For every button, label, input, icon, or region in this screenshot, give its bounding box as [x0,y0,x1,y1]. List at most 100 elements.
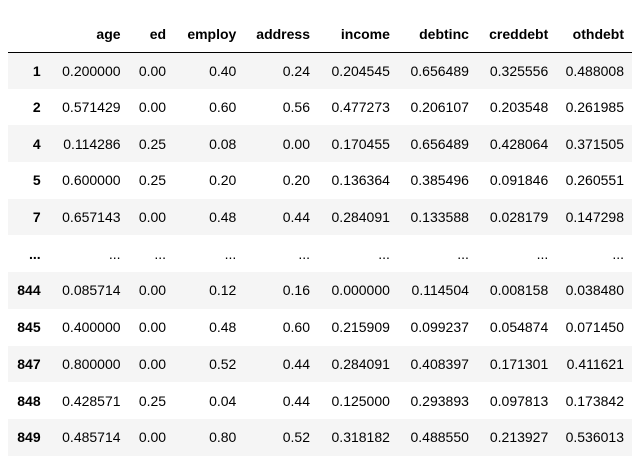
cell-debtinc: 0.408397 [410,355,469,372]
cell-othdebt: 0.147298 [565,209,624,226]
table-header: age ed employ address income debtinc creddebt o… [8,16,632,53]
cell-age: 0.800000 [62,355,121,372]
row-index: 845 [17,319,41,336]
cell-creddebt: 0.428064 [489,135,549,152]
cell-othdebt: 0.411621 [566,355,624,372]
cell-age: 0.085714 [62,282,121,299]
row-index: 847 [17,355,41,372]
table-row: 844 0.085714 0.00 0.12 0.16 0.000000 0.114504 0… [8,272,632,309]
cell-employ: 0.48 [209,209,237,226]
column-header-debtinc: debtinc [397,16,477,53]
cell-debtinc: 0.656489 [410,135,469,152]
cell-othdebt: ... [612,245,624,262]
cell-debtinc: 0.206107 [410,99,469,116]
cell-employ: 0.12 [209,282,237,299]
cell-income: 0.170455 [331,135,390,152]
cell-income: 0.125000 [331,392,390,409]
cell-othdebt: 0.488008 [565,62,624,79]
table-row: 2 0.571429 0.00 0.60 0.56 0.477273 0.206107 0.2… [8,88,632,126]
cell-ed: 0.25 [138,135,167,152]
cell-othdebt: 0.536013 [565,429,624,446]
header-row: age ed employ address income debtinc creddebt o… [8,16,632,53]
column-header-ed: ed [128,16,175,53]
table-row: 845 0.400000 0.00 0.48 0.60 0.215909 0.099237 0… [8,308,632,346]
cell-ed: 0.00 [138,99,167,116]
cell-debtinc: 0.293893 [410,392,469,409]
column-header-creddebt: creddebt [476,16,557,53]
column-header-income: income [317,16,398,53]
cell-ed: 0.00 [138,282,167,299]
cell-debtinc: 0.488550 [410,429,469,446]
cell-creddebt: 0.171301 [489,355,549,372]
cell-address: 0.16 [282,282,310,299]
cell-income: 0.284091 [331,355,390,372]
cell-othdebt: 0.173842 [565,392,624,409]
cell-creddebt: 0.097813 [489,392,549,409]
table-row: 849 0.485714 0.00 0.80 0.52 0.318182 0.488550 0… [8,418,632,456]
cell-creddebt: 0.325556 [489,62,549,79]
row-index: 848 [17,392,41,409]
cell-othdebt: 0.071450 [565,319,624,336]
table-row: 5 0.600000 0.25 0.20 0.20 0.136364 0.385496 0.0… [8,162,632,199]
cell-income: ... [378,245,390,262]
row-index: 849 [17,429,41,446]
cell-age: 0.657143 [62,209,121,226]
cell-income: 0.284091 [331,209,390,226]
cell-income: 0.000000 [331,282,390,299]
cell-address: 0.44 [282,355,310,372]
cell-age: ... [108,245,121,262]
table-row: ........................... [8,235,632,273]
cell-age: 0.485714 [62,429,121,446]
cell-debtinc: 0.099237 [410,319,469,336]
cell-employ: 0.40 [209,62,237,79]
cell-ed: 0.00 [138,319,167,336]
column-header-employ: employ [174,16,245,53]
cell-employ: 0.08 [209,135,237,152]
cell-othdebt: 0.260551 [565,172,624,189]
cell-address: 0.24 [282,62,310,79]
row-index: 844 [17,282,41,299]
cell-age: 0.600000 [62,172,121,189]
cell-age: 0.400000 [62,319,121,336]
cell-ed: 0.00 [138,429,167,446]
cell-employ: 0.04 [209,392,237,409]
cell-address: 0.20 [282,172,310,189]
cell-employ: 0.60 [209,99,237,116]
cell-address: 0.56 [282,99,310,116]
cell-othdebt: 0.371505 [565,135,624,152]
cell-age: 0.571429 [62,99,121,116]
row-index: 2 [32,99,41,116]
cell-age: 0.114286 [63,135,121,152]
cell-address: ... [298,245,310,262]
cell-debtinc: 0.385496 [410,172,469,189]
cell-age: 0.200000 [62,62,121,79]
cell-debtinc: ... [457,245,469,262]
cell-income: 0.204545 [331,62,390,79]
cell-creddebt: 0.213927 [489,429,549,446]
cell-employ: 0.48 [209,319,237,336]
cell-debtinc: 0.656489 [410,62,469,79]
dataframe-table: age ed employ address income debtinc creddebt o… [8,16,632,456]
row-index: 5 [32,172,41,189]
column-header-othdebt: othdebt [556,16,632,53]
cell-age: 0.428571 [62,392,121,409]
cell-creddebt: 0.054874 [489,319,549,336]
table-row: 848 0.428571 0.25 0.04 0.44 0.125000 0.293893 0… [8,382,632,419]
cell-employ: 0.52 [209,355,237,372]
cell-ed: ... [154,245,167,262]
cell-ed: 0.00 [138,62,167,79]
table-row: 847 0.800000 0.00 0.52 0.44 0.284091 0.408397 0… [8,345,632,383]
cell-employ: ... [224,245,237,262]
row-index: 7 [32,209,41,226]
row-index: ... [28,245,41,262]
cell-address: 0.52 [282,429,310,446]
cell-creddebt: 0.028179 [489,209,549,226]
cell-address: 0.44 [282,209,310,226]
cell-creddebt: 0.091846 [489,172,549,189]
cell-employ: 0.80 [209,429,237,446]
row-index: 4 [32,135,41,152]
cell-creddebt: 0.203548 [489,99,549,116]
cell-address: 0.60 [282,319,310,336]
cell-income: 0.477273 [331,99,390,116]
column-header-age: age [48,16,129,53]
